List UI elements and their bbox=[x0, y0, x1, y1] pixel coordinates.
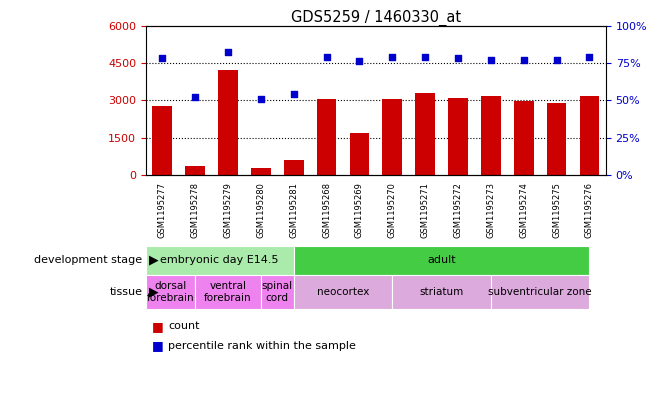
Bar bbox=[481, 96, 501, 175]
Text: GSM1195272: GSM1195272 bbox=[454, 182, 463, 238]
Bar bbox=[317, 99, 336, 175]
Bar bbox=[146, 246, 294, 275]
Point bbox=[255, 95, 266, 102]
Bar bbox=[415, 93, 435, 175]
Text: GSM1195277: GSM1195277 bbox=[157, 182, 167, 238]
Bar bbox=[218, 70, 238, 175]
Text: GSM1195278: GSM1195278 bbox=[191, 182, 200, 238]
Point bbox=[453, 55, 463, 62]
Bar bbox=[152, 107, 172, 175]
Bar bbox=[579, 96, 599, 175]
Point bbox=[485, 57, 496, 63]
Text: adult: adult bbox=[427, 255, 456, 265]
Point bbox=[354, 58, 365, 64]
Bar bbox=[392, 275, 491, 309]
Bar bbox=[294, 275, 392, 309]
Bar bbox=[349, 132, 369, 175]
Text: GSM1195270: GSM1195270 bbox=[388, 182, 397, 238]
Text: GSM1195268: GSM1195268 bbox=[322, 182, 331, 238]
Text: neocortex: neocortex bbox=[317, 287, 369, 297]
Bar bbox=[146, 275, 195, 309]
Bar bbox=[547, 103, 566, 175]
Text: GSM1195269: GSM1195269 bbox=[355, 182, 364, 238]
Text: embryonic day E14.5: embryonic day E14.5 bbox=[161, 255, 279, 265]
Text: spinal
cord: spinal cord bbox=[262, 281, 293, 303]
Text: ▶: ▶ bbox=[149, 254, 159, 267]
Text: ■: ■ bbox=[152, 320, 164, 333]
Text: GSM1195281: GSM1195281 bbox=[289, 182, 298, 238]
Bar bbox=[185, 166, 205, 175]
Text: ▶: ▶ bbox=[149, 285, 159, 298]
Text: striatum: striatum bbox=[419, 287, 464, 297]
Text: GSM1195280: GSM1195280 bbox=[257, 182, 265, 238]
Text: dorsal
forebrain: dorsal forebrain bbox=[146, 281, 194, 303]
Text: GSM1195274: GSM1195274 bbox=[519, 182, 528, 238]
Bar bbox=[195, 275, 260, 309]
Text: percentile rank within the sample: percentile rank within the sample bbox=[168, 341, 356, 351]
Bar bbox=[514, 101, 533, 175]
Text: ventral
forebrain: ventral forebrain bbox=[204, 281, 252, 303]
Point bbox=[420, 54, 430, 60]
Text: ■: ■ bbox=[152, 339, 164, 353]
Text: GSM1195279: GSM1195279 bbox=[224, 182, 233, 238]
Text: subventricular zone: subventricular zone bbox=[489, 287, 592, 297]
Point bbox=[387, 54, 397, 60]
Text: GSM1195271: GSM1195271 bbox=[421, 182, 430, 238]
Bar bbox=[448, 98, 468, 175]
Point bbox=[551, 57, 562, 63]
Point bbox=[584, 54, 595, 60]
Text: development stage: development stage bbox=[34, 255, 143, 265]
Text: count: count bbox=[168, 321, 200, 331]
Bar bbox=[382, 99, 402, 175]
Bar bbox=[251, 168, 271, 175]
Text: GSM1195276: GSM1195276 bbox=[585, 182, 594, 238]
Text: tissue: tissue bbox=[110, 287, 143, 297]
Point bbox=[190, 94, 200, 100]
Bar bbox=[260, 275, 294, 309]
Bar bbox=[491, 275, 590, 309]
Point bbox=[518, 57, 529, 63]
Text: GDS5259 / 1460330_at: GDS5259 / 1460330_at bbox=[291, 10, 461, 26]
Point bbox=[288, 91, 299, 97]
Point bbox=[321, 54, 332, 60]
Text: GSM1195275: GSM1195275 bbox=[552, 182, 561, 238]
Point bbox=[157, 55, 167, 62]
Bar bbox=[294, 246, 590, 275]
Bar bbox=[284, 160, 303, 175]
Text: GSM1195273: GSM1195273 bbox=[487, 182, 495, 238]
Point bbox=[223, 49, 233, 55]
